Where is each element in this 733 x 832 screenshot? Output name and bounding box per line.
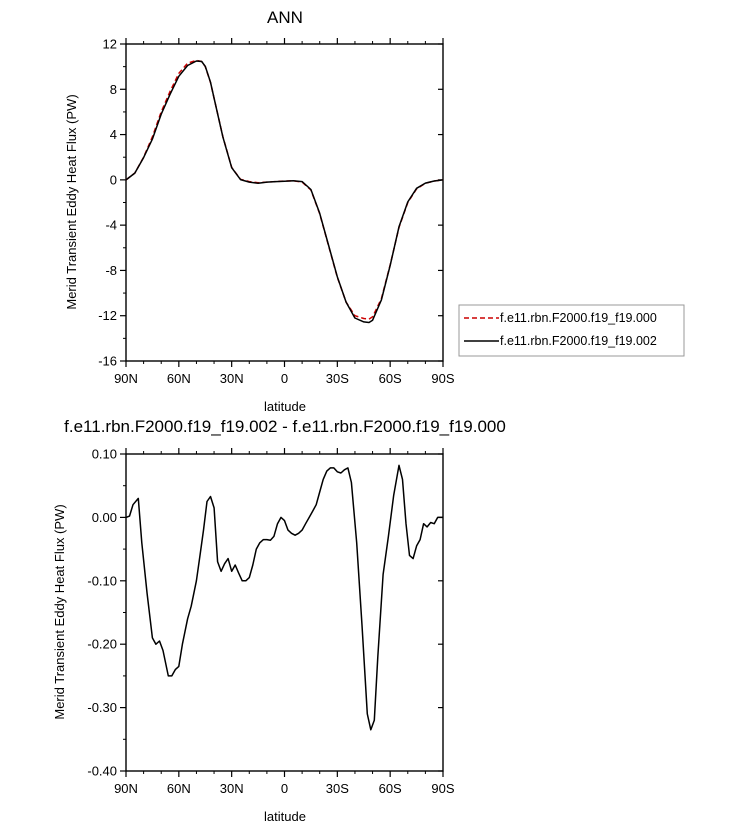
top-x-axis-label: latitude bbox=[264, 399, 306, 414]
top-y-tick-label: 12 bbox=[103, 37, 117, 52]
bottom-y-tick-label: -0.10 bbox=[87, 573, 117, 588]
bottom-x-tick-label: 90S bbox=[431, 781, 454, 796]
top-y-axis-label: Merid Transient Eddy Heat Flux (PW) bbox=[64, 94, 79, 309]
legend: f.e11.rbn.F2000.f19_f19.000 f.e11.rbn.F2… bbox=[458, 304, 685, 357]
top-y-tick-label: -8 bbox=[105, 263, 117, 278]
bottom-x-tick-label: 30S bbox=[326, 781, 349, 796]
legend-label-series-2: f.e11.rbn.F2000.f19_f19.002 bbox=[500, 334, 657, 348]
top-y-tick-label: -16 bbox=[98, 354, 117, 369]
bottom-y-tick-label: -0.30 bbox=[87, 700, 117, 715]
bottom-panel: f.e11.rbn.F2000.f19_f19.002 - f.e11.rbn.… bbox=[52, 417, 506, 824]
bottom-x-tick-label: 0 bbox=[281, 781, 288, 796]
bottom-y-tick-label: -0.20 bbox=[87, 637, 117, 652]
bottom-y-tick-label: 0.00 bbox=[92, 510, 117, 525]
top-y-tick-label: 0 bbox=[110, 172, 117, 187]
legend-label-series-1: f.e11.rbn.F2000.f19_f19.000 bbox=[500, 311, 657, 325]
top-x-tick-label: 30N bbox=[220, 371, 244, 386]
bottom-x-axis: 90N 60N 30N 0 30S 60S 90S bbox=[114, 448, 455, 796]
top-plot-frame bbox=[125, 43, 444, 362]
bottom-x-tick-label: 90N bbox=[114, 781, 138, 796]
top-y-axis: 12 8 4 0 -4 -8 -12 -16 bbox=[98, 37, 443, 369]
bottom-x-tick-label: 30N bbox=[220, 781, 244, 796]
top-y-tick-label: -4 bbox=[105, 218, 117, 233]
bottom-y-axis: 0.10 0.00 -0.10 -0.20 -0.30 -0.40 bbox=[87, 447, 443, 779]
top-x-tick-label: 0 bbox=[281, 371, 288, 386]
bottom-y-axis-label: Merid Transient Eddy Heat Flux (PW) bbox=[52, 504, 67, 719]
top-y-tick-label: -12 bbox=[98, 308, 117, 323]
top-x-tick-label: 30S bbox=[326, 371, 349, 386]
top-x-tick-label: 90S bbox=[431, 371, 454, 386]
top-x-tick-label: 90N bbox=[114, 371, 138, 386]
bottom-y-tick-label: 0.10 bbox=[92, 447, 117, 462]
bottom-plot-frame bbox=[125, 453, 444, 772]
top-series-line-1 bbox=[125, 59, 444, 320]
legend-frame bbox=[458, 304, 685, 357]
top-y-tick-label: 4 bbox=[110, 127, 117, 142]
top-series-group bbox=[125, 59, 444, 324]
bottom-series-line-1 bbox=[125, 464, 443, 731]
bottom-x-tick-label: 60S bbox=[379, 781, 402, 796]
top-series-line-2 bbox=[125, 60, 444, 324]
top-title: ANN bbox=[267, 8, 303, 27]
top-x-axis: 90N 60N 30N 0 30S 60S 90S bbox=[114, 38, 455, 386]
bottom-x-axis-label: latitude bbox=[264, 809, 306, 824]
bottom-title: f.e11.rbn.F2000.f19_f19.002 - f.e11.rbn.… bbox=[64, 417, 506, 436]
top-y-tick-label: 8 bbox=[110, 82, 117, 97]
bottom-x-tick-label: 60N bbox=[167, 781, 191, 796]
bottom-series-group bbox=[125, 464, 443, 731]
bottom-y-tick-label: -0.40 bbox=[87, 764, 117, 779]
top-x-tick-label: 60N bbox=[167, 371, 191, 386]
top-x-tick-label: 60S bbox=[379, 371, 402, 386]
